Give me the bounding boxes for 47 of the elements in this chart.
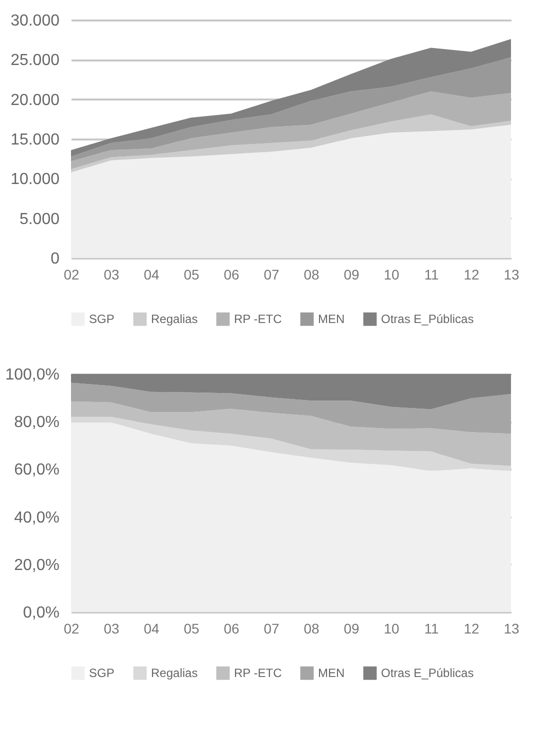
x-tick-label: 06 xyxy=(224,620,240,636)
y-tick-label: 30.000 xyxy=(10,12,60,30)
x-tick-label: 02 xyxy=(64,266,80,282)
legend-label: MEN xyxy=(318,666,345,680)
x-tick-label: 13 xyxy=(504,620,520,636)
x-tick-label: 10 xyxy=(384,620,400,636)
x-tick-label: 13 xyxy=(504,266,520,282)
x-tick-label: 10 xyxy=(384,266,400,282)
x-tick-label: 11 xyxy=(424,620,439,636)
x-tick-label: 07 xyxy=(264,266,280,282)
legend-label: RP -ETC xyxy=(234,312,282,326)
legend-label: Otras E_Públicas xyxy=(381,312,474,326)
legend-label: Regalias xyxy=(151,312,198,326)
x-tick-label: 04 xyxy=(144,620,160,636)
y-tick-label: 80,0% xyxy=(14,414,60,432)
x-tick-label: 08 xyxy=(304,620,320,636)
y-tick-label: 25.000 xyxy=(10,52,60,70)
x-tick-label: 04 xyxy=(144,266,160,282)
x-tick-label: 03 xyxy=(104,266,120,282)
y-tick-label: 60,0% xyxy=(14,462,60,479)
y-tick-label: 0,0% xyxy=(23,604,60,622)
y-tick-label: 40,0% xyxy=(14,509,60,526)
y-tick-label: 20.000 xyxy=(10,92,60,109)
y-tick-label: 5.000 xyxy=(19,210,60,228)
y-tick-label: 100,0% xyxy=(5,366,60,384)
x-tick-label: 12 xyxy=(464,620,480,636)
x-tick-label: 05 xyxy=(184,266,200,282)
legend-label: RP -ETC xyxy=(234,666,282,680)
legend-label: Regalias xyxy=(151,666,198,680)
legend-label: SGP xyxy=(89,666,114,680)
y-tick-label: 15.000 xyxy=(10,132,60,148)
x-tick-label: 08 xyxy=(304,266,320,282)
x-tick-label: 11 xyxy=(424,266,439,282)
x-tick-label: 12 xyxy=(464,266,480,282)
y-tick-label: 10.000 xyxy=(10,171,60,188)
x-tick-label: 09 xyxy=(344,620,360,636)
x-tick-label: 09 xyxy=(344,266,360,282)
legend-label: SGP xyxy=(89,312,114,326)
y-tick-label: 0 xyxy=(50,250,60,268)
x-tick-label: 02 xyxy=(64,620,80,636)
y-tick-label: 20,0% xyxy=(14,556,60,574)
x-tick-label: 07 xyxy=(264,620,280,636)
legend-label: MEN xyxy=(318,312,345,326)
x-tick-label: 05 xyxy=(184,620,200,636)
x-tick-label: 06 xyxy=(224,266,240,282)
x-tick-label: 03 xyxy=(104,620,120,636)
legend-label: Otras E_Públicas xyxy=(381,666,474,680)
